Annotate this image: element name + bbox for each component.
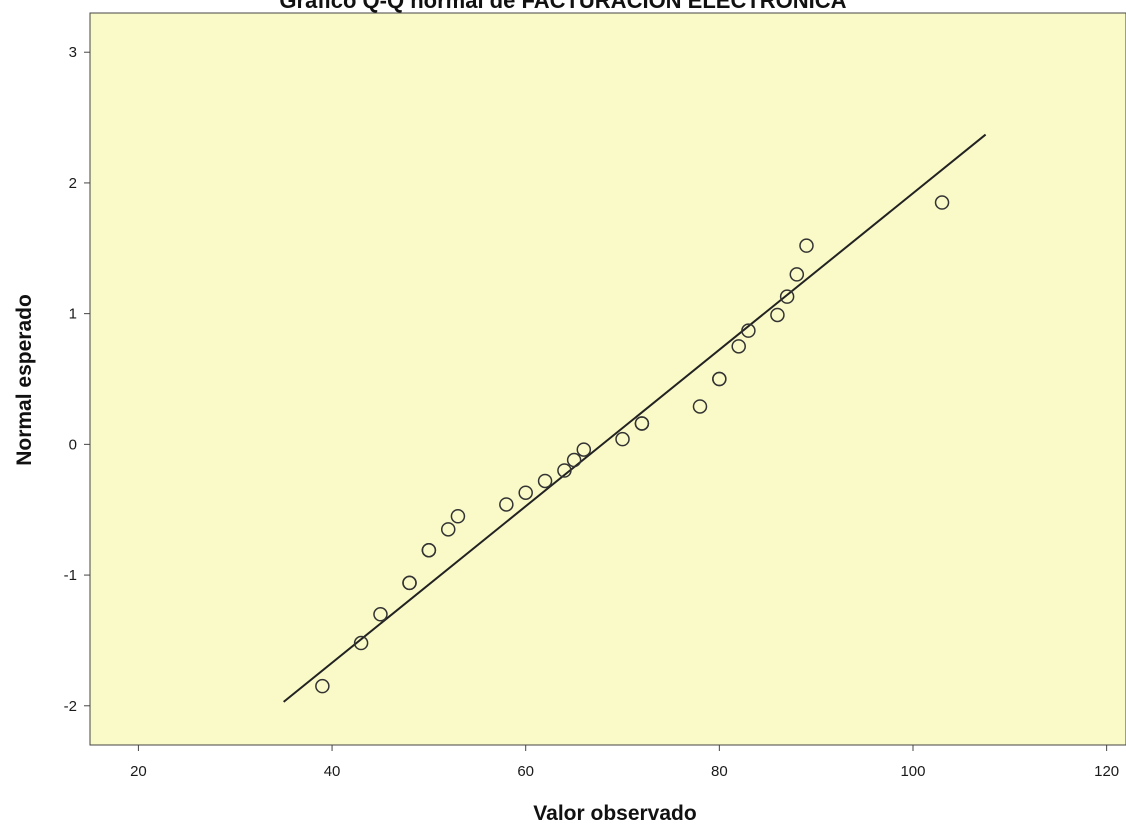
data-point [566, 452, 582, 468]
x-tick-label: 120 [1094, 763, 1119, 780]
normal-reference-line [283, 133, 987, 703]
data-point [440, 522, 456, 537]
data-point [373, 607, 388, 622]
x-tick-label: 60 [517, 763, 534, 780]
data-point [770, 307, 785, 323]
y-axis: -2 -1 0 1 2 3 [64, 44, 90, 715]
x-tick-label: 100 [900, 763, 925, 780]
data-point [741, 323, 756, 338]
data-point [537, 473, 553, 489]
x-tick-label: 20 [130, 763, 147, 780]
plot-area [89, 12, 1126, 746]
data-point [731, 339, 746, 354]
y-tick-label: -2 [64, 698, 77, 715]
chart-title: Gráfico Q-Q normal de FACTURACION ELECTR… [279, 0, 846, 13]
data-points [315, 195, 950, 694]
data-point [402, 575, 417, 591]
y-tick-label: 1 [69, 306, 77, 323]
y-axis-title: Normal esperado [13, 294, 36, 466]
x-axis: 20 40 60 80 100 120 [130, 745, 1119, 780]
data-point [789, 267, 805, 282]
data-point [634, 416, 650, 431]
y-tick-label: 3 [69, 44, 77, 61]
data-point [353, 635, 369, 651]
data-point [421, 542, 437, 558]
x-axis-title: Valor observado [533, 802, 696, 825]
y-tick-label: -1 [64, 567, 77, 584]
data-point [934, 195, 950, 210]
data-point [799, 238, 814, 253]
x-tick-label: 80 [711, 763, 728, 780]
data-point [450, 509, 466, 524]
y-tick-label: 0 [69, 436, 77, 453]
data-point [779, 289, 795, 304]
data-point [712, 371, 727, 387]
data-point [499, 497, 514, 512]
data-point [518, 485, 533, 500]
data-point [692, 399, 708, 414]
data-point [615, 431, 630, 447]
y-tick-label: 2 [69, 175, 77, 192]
data-point [315, 678, 330, 694]
data-point [557, 463, 572, 478]
x-tick-label: 40 [324, 763, 341, 780]
data-point [576, 442, 592, 457]
